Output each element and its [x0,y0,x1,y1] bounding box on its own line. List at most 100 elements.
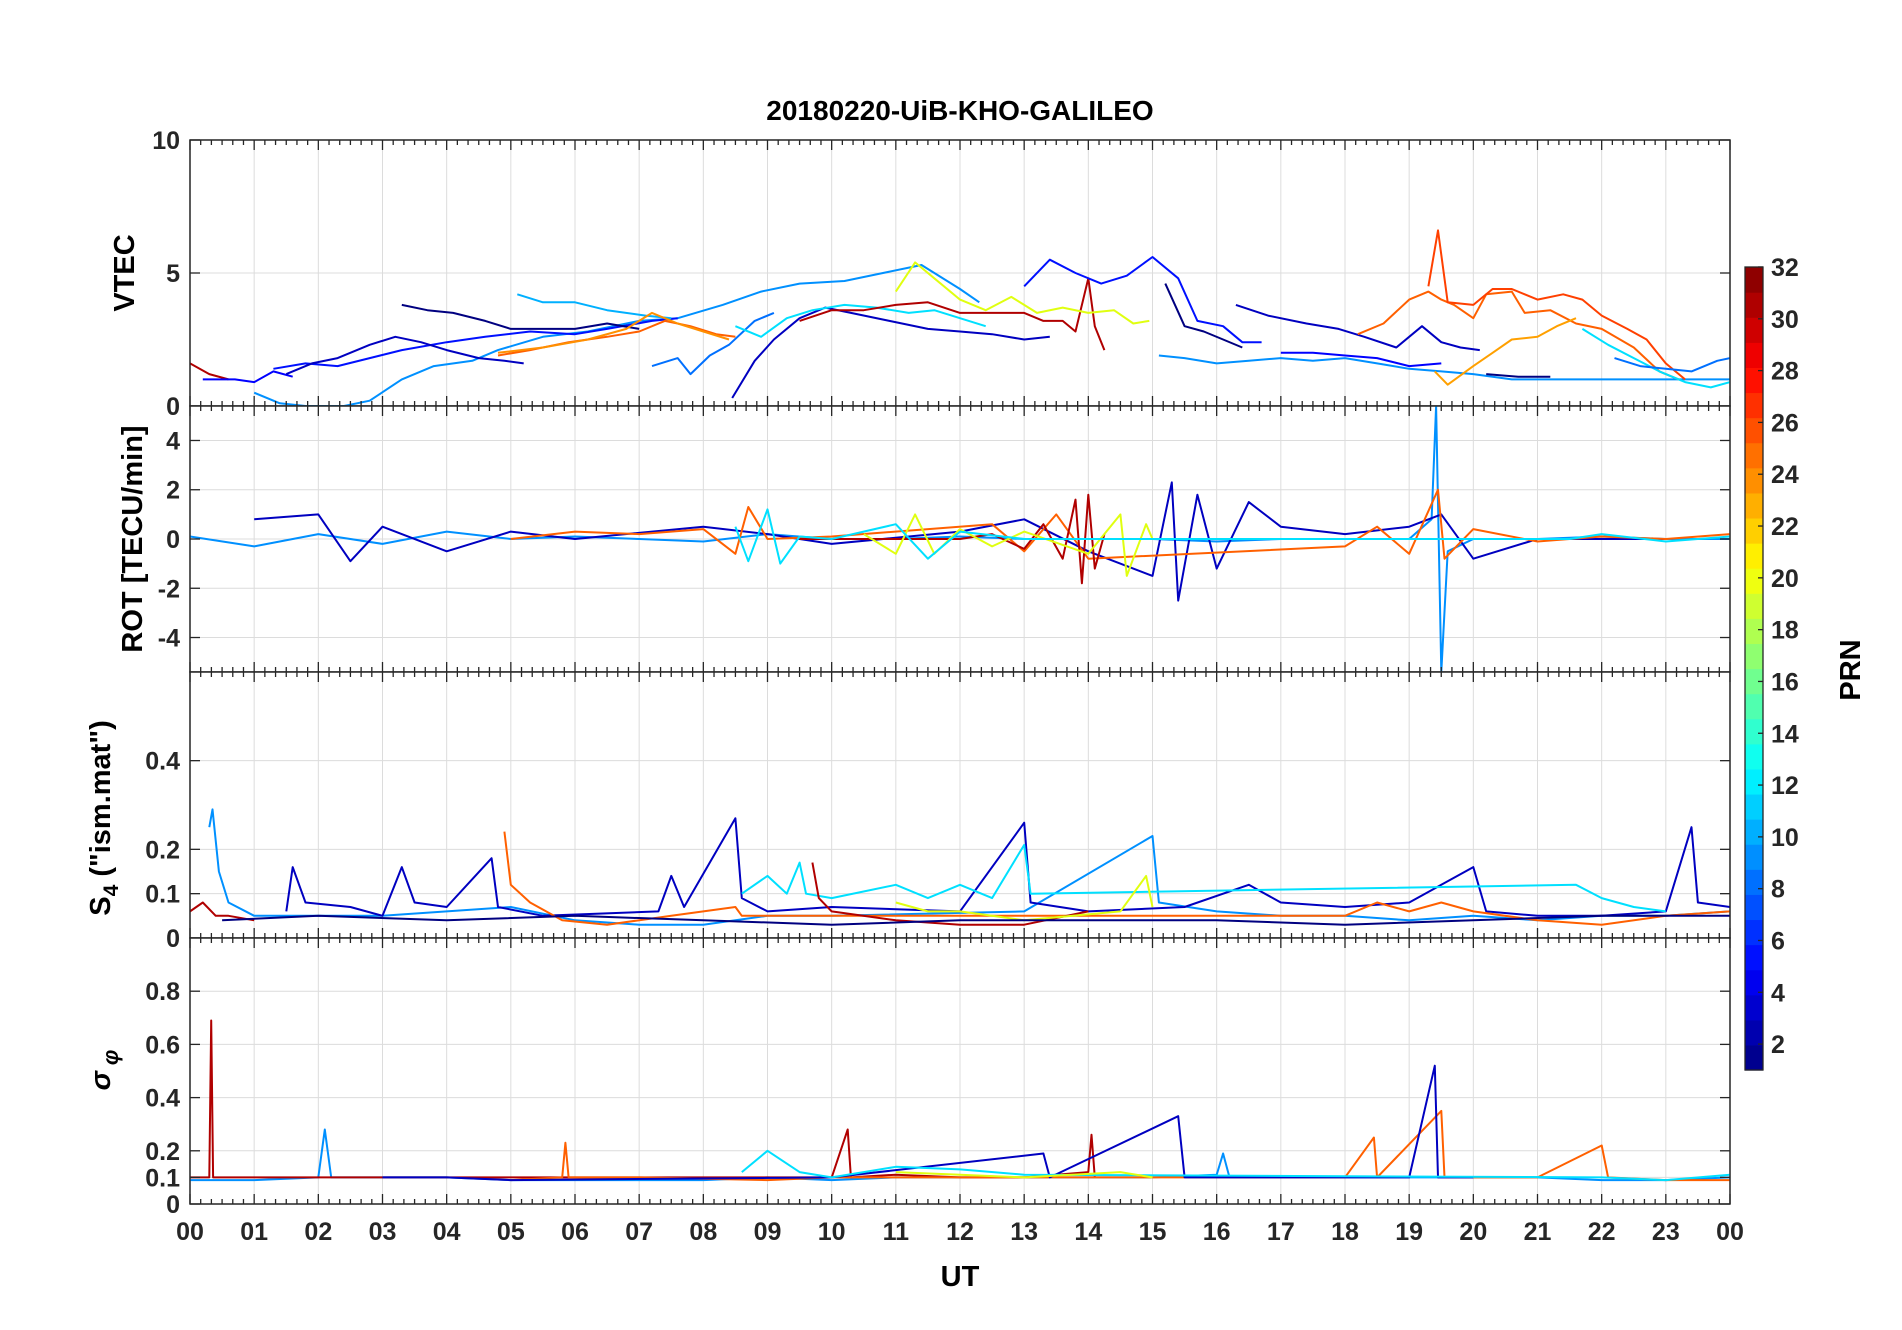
vtec-series-prn-3 [273,317,678,370]
panel-sigma-phi: 00.10.2 0.4 0.6 0.8 [145,937,1731,1219]
colorbar-swatch [1745,643,1763,670]
colorbar-tick-label: 18 [1771,617,1799,645]
colorbar-swatch [1745,969,1763,996]
s4-ylabel: S4 ("ism.mat") [85,720,123,916]
colorbar-tick-label: 16 [1771,668,1799,696]
s4-ylabel-sub: 4 [100,884,123,896]
colorbar-tick-label: 32 [1771,254,1799,282]
vtec-series-prn-2 [731,306,1050,399]
x-tick-labels: 00 01 02 03 04 05 06 07 08 09 10 11 12 13 14 15 16 17 18 19… [176,1218,1744,1246]
x-tick-label: 11 [883,1218,910,1246]
x-tick-label: 14 [1074,1218,1102,1246]
s4-y-tick-label: 0.4 [145,748,180,776]
sigma_phi-y-tick-label: 0 [166,1191,180,1219]
vtec-series-prn-2 [285,335,524,376]
colorbar-swatch [1745,1044,1763,1071]
vtec-y-tick-label: 5 [166,260,180,288]
colorbar-swatch [1745,543,1763,569]
x-tick-label: 08 [689,1218,717,1246]
rot-y-tick-label: -4 [158,625,180,653]
s4-series-prn-20 [895,874,1154,922]
sigma_phi-series-prn-13 [741,1149,1730,1182]
colorbar-tick-label: 28 [1771,358,1799,386]
vtec-series-prn-1 [1164,283,1243,349]
x-tick-label: 06 [561,1218,589,1246]
rot-y-tick-label: 4 [166,427,180,455]
sigma_phi-series-prn-2 [382,1064,1474,1182]
colorbar-tick-label: 22 [1771,513,1799,541]
colorbar-swatch [1745,417,1763,444]
rot-series-prn-13 [734,508,1730,565]
x-tick-label: 16 [1203,1218,1231,1246]
colorbar-swatch [1745,467,1763,494]
sigma-ylabel: σφ [85,1050,123,1091]
colorbar-swatch [1745,819,1763,845]
s4-series-prn-13 [741,843,1666,913]
rot-y-tick-label: 2 [166,477,180,505]
vtec-series-prn-30 [190,362,229,381]
colorbar-swatch [1745,994,1763,1021]
colorbar-swatch [1745,442,1763,469]
colorbar-swatch [1745,1019,1763,1046]
colorbar-swatch [1745,593,1763,619]
chart-title: 20180220-UiB-KHO-GALILEO [766,95,1153,126]
s4-series-prn-1 [222,914,1730,926]
s4-y-tick-label: 0.1 [145,881,180,909]
colorbar-tick-label: 30 [1771,306,1799,334]
s4-y-tick-label: 0.2 [145,836,180,864]
colorbar-tick-label: 10 [1771,824,1799,852]
vtec-series-prn-23 [497,311,730,354]
colorbar-swatch [1745,367,1763,394]
colorbar-swatch [1745,317,1763,343]
x-tick-label: 20 [1459,1218,1487,1246]
s4-series-prn-30 [190,901,255,922]
sigma_phi-series-prn-30 [190,1019,1096,1179]
colorbar-swatch [1745,267,1763,293]
sigma-ylabel-main: σ [85,1069,117,1090]
x-tick-label: 13 [1010,1218,1038,1246]
sigma_phi-y-tick-label: 0.8 [145,978,180,1006]
vtec-series-prn-9 [651,311,775,376]
colorbar-tick-label: 20 [1771,565,1799,593]
x-tick-label: 22 [1588,1218,1616,1246]
x-tick-label: 09 [754,1218,782,1246]
vtec-series-prn-13 [735,303,986,338]
x-tick-label: 04 [433,1218,461,1246]
x-axis-label: UT [941,1261,980,1293]
s4-ylabel-tail: ("ism.mat") [85,720,117,884]
vtec-y-tick-label: 10 [152,127,180,155]
x-tick-label: 23 [1652,1218,1680,1246]
rot-series-prn-24 [510,488,1730,560]
colorbar-label: PRN [1835,639,1867,700]
panel-vtec: 0 5 10 [152,127,1731,421]
sigma_phi-series-group [190,1019,1730,1182]
x-tick-label: 10 [818,1218,846,1246]
x-tick-label: 21 [1524,1218,1552,1246]
rot-ylabel: ROT [TECU/min] [117,425,149,652]
x-tick-label: 15 [1139,1218,1167,1246]
sigma_phi-y-tick-label: 0.4 [145,1085,180,1113]
panel-s4: 0 0.1 0.2 0.4 [145,671,1731,953]
rot-series-group [190,406,1730,672]
s4-y-tick-label: 0 [166,925,180,953]
x-tick-label: 18 [1331,1218,1359,1246]
rot-series-prn-20 [863,513,1154,577]
colorbar-tick-label: 8 [1771,876,1785,904]
colorbar-swatch [1745,392,1763,419]
s4-series-prn-2 [285,817,1730,917]
colorbar-tick-label: 26 [1771,409,1799,437]
vtec-series-prn-22 [1434,317,1577,386]
vtec-series-prn-24 [1357,290,1680,381]
rot-series-prn-2 [254,481,1666,602]
colorbar-swatch [1745,718,1763,745]
vtec-series-prn-4 [202,370,293,384]
x-tick-label: 02 [304,1218,332,1246]
colorbar-tick-label: 14 [1771,720,1799,748]
vtec-series-prn-1 [401,303,640,330]
vtec-series-prn-26 [1427,229,1686,381]
colorbar-swatch [1745,292,1763,318]
sigma_phi-series-prn-24 [510,1109,1730,1182]
sigma_phi-y-tick-label: 0.1 [145,1164,180,1192]
colorbar-swatch [1745,517,1763,544]
